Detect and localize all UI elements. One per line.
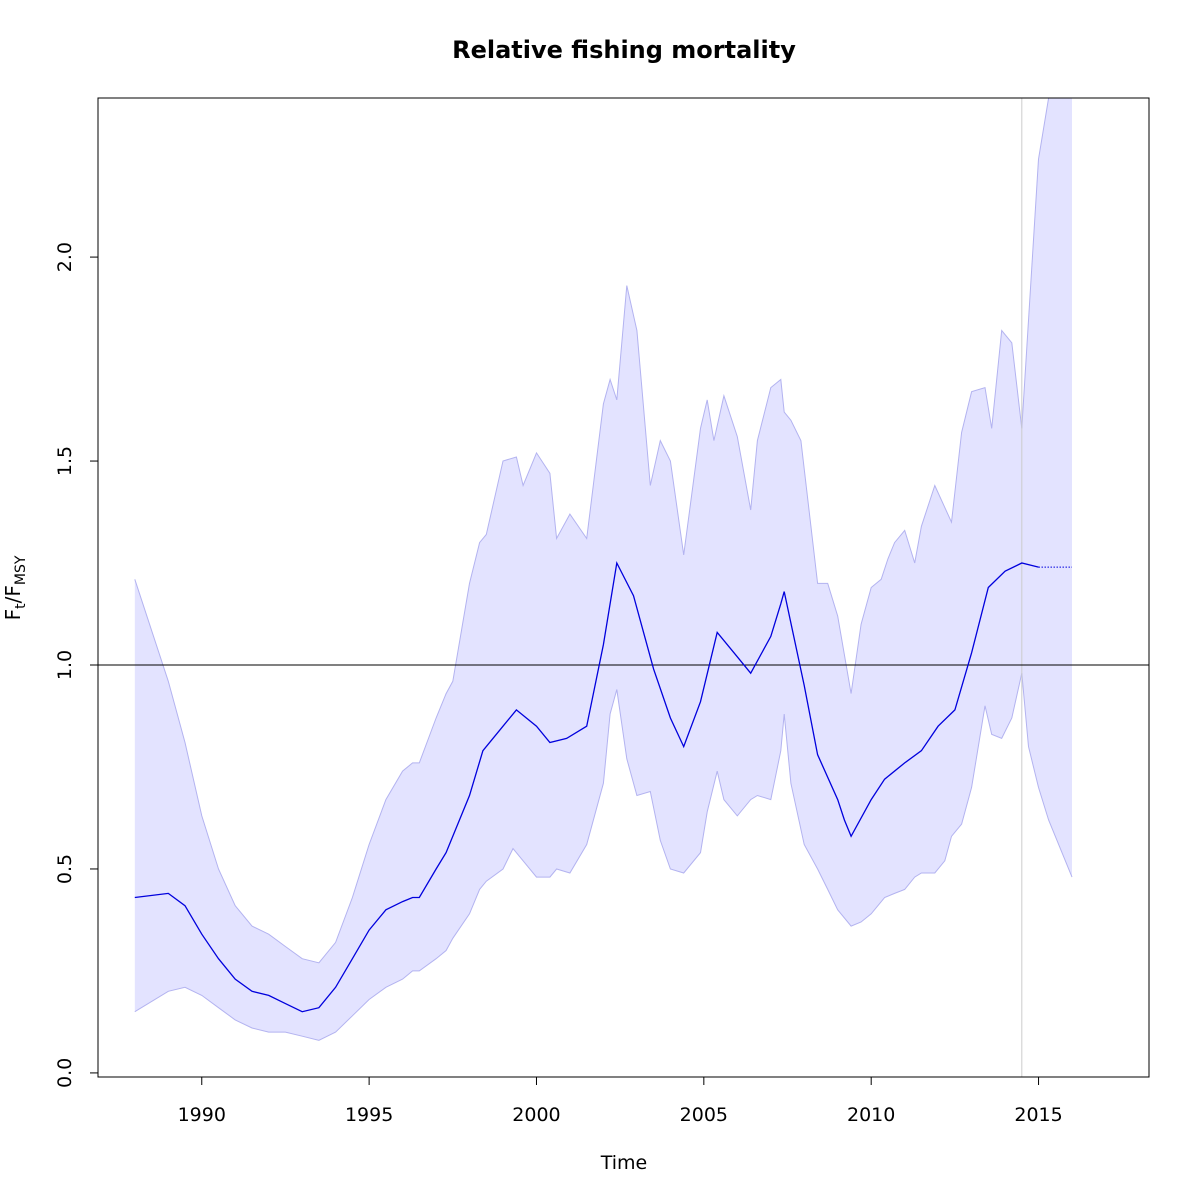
- estimate-line: [134, 560, 1039, 1013]
- x-axis: 1990 1995 2000 2005 2010 2015: [178, 1077, 1063, 1126]
- y-tick-label: 2.0: [54, 242, 76, 272]
- plot-content: [98, 98, 1149, 1077]
- confidence-band: [134, 98, 1073, 1041]
- x-tick-label: 2015: [1014, 1104, 1062, 1126]
- y-axis-label-main: F: [1, 609, 25, 621]
- y-axis: 0.0 0.5 1.0 1.5 2.0: [54, 242, 98, 1088]
- lower-bound-line: [134, 673, 1073, 1041]
- y-tick-label: 0.0: [54, 1058, 76, 1088]
- chart-title: Relative fishing mortality: [452, 36, 796, 64]
- plot-area: [98, 98, 1149, 1077]
- x-tick-label: 1995: [345, 1104, 393, 1126]
- x-tick-label: 2005: [680, 1104, 728, 1126]
- y-axis-label: Ft/FMSY: [1, 555, 29, 620]
- y-tick-label: 1.0: [54, 650, 76, 680]
- upper-bound-line: [134, 98, 1072, 964]
- y-tick-label: 1.5: [54, 446, 76, 476]
- y-axis-label-sub-msy: MSY: [13, 555, 29, 585]
- x-axis-label: Time: [600, 1152, 648, 1174]
- y-axis-label-sep: /F: [1, 585, 25, 603]
- x-tick-label: 2010: [847, 1104, 895, 1126]
- x-tick-label: 2000: [512, 1104, 560, 1126]
- y-tick-label: 0.5: [54, 854, 76, 884]
- y-axis-label-sub-t: t: [13, 603, 29, 609]
- plot-frame: [97, 97, 1150, 1078]
- x-tick-label: 1990: [178, 1104, 226, 1126]
